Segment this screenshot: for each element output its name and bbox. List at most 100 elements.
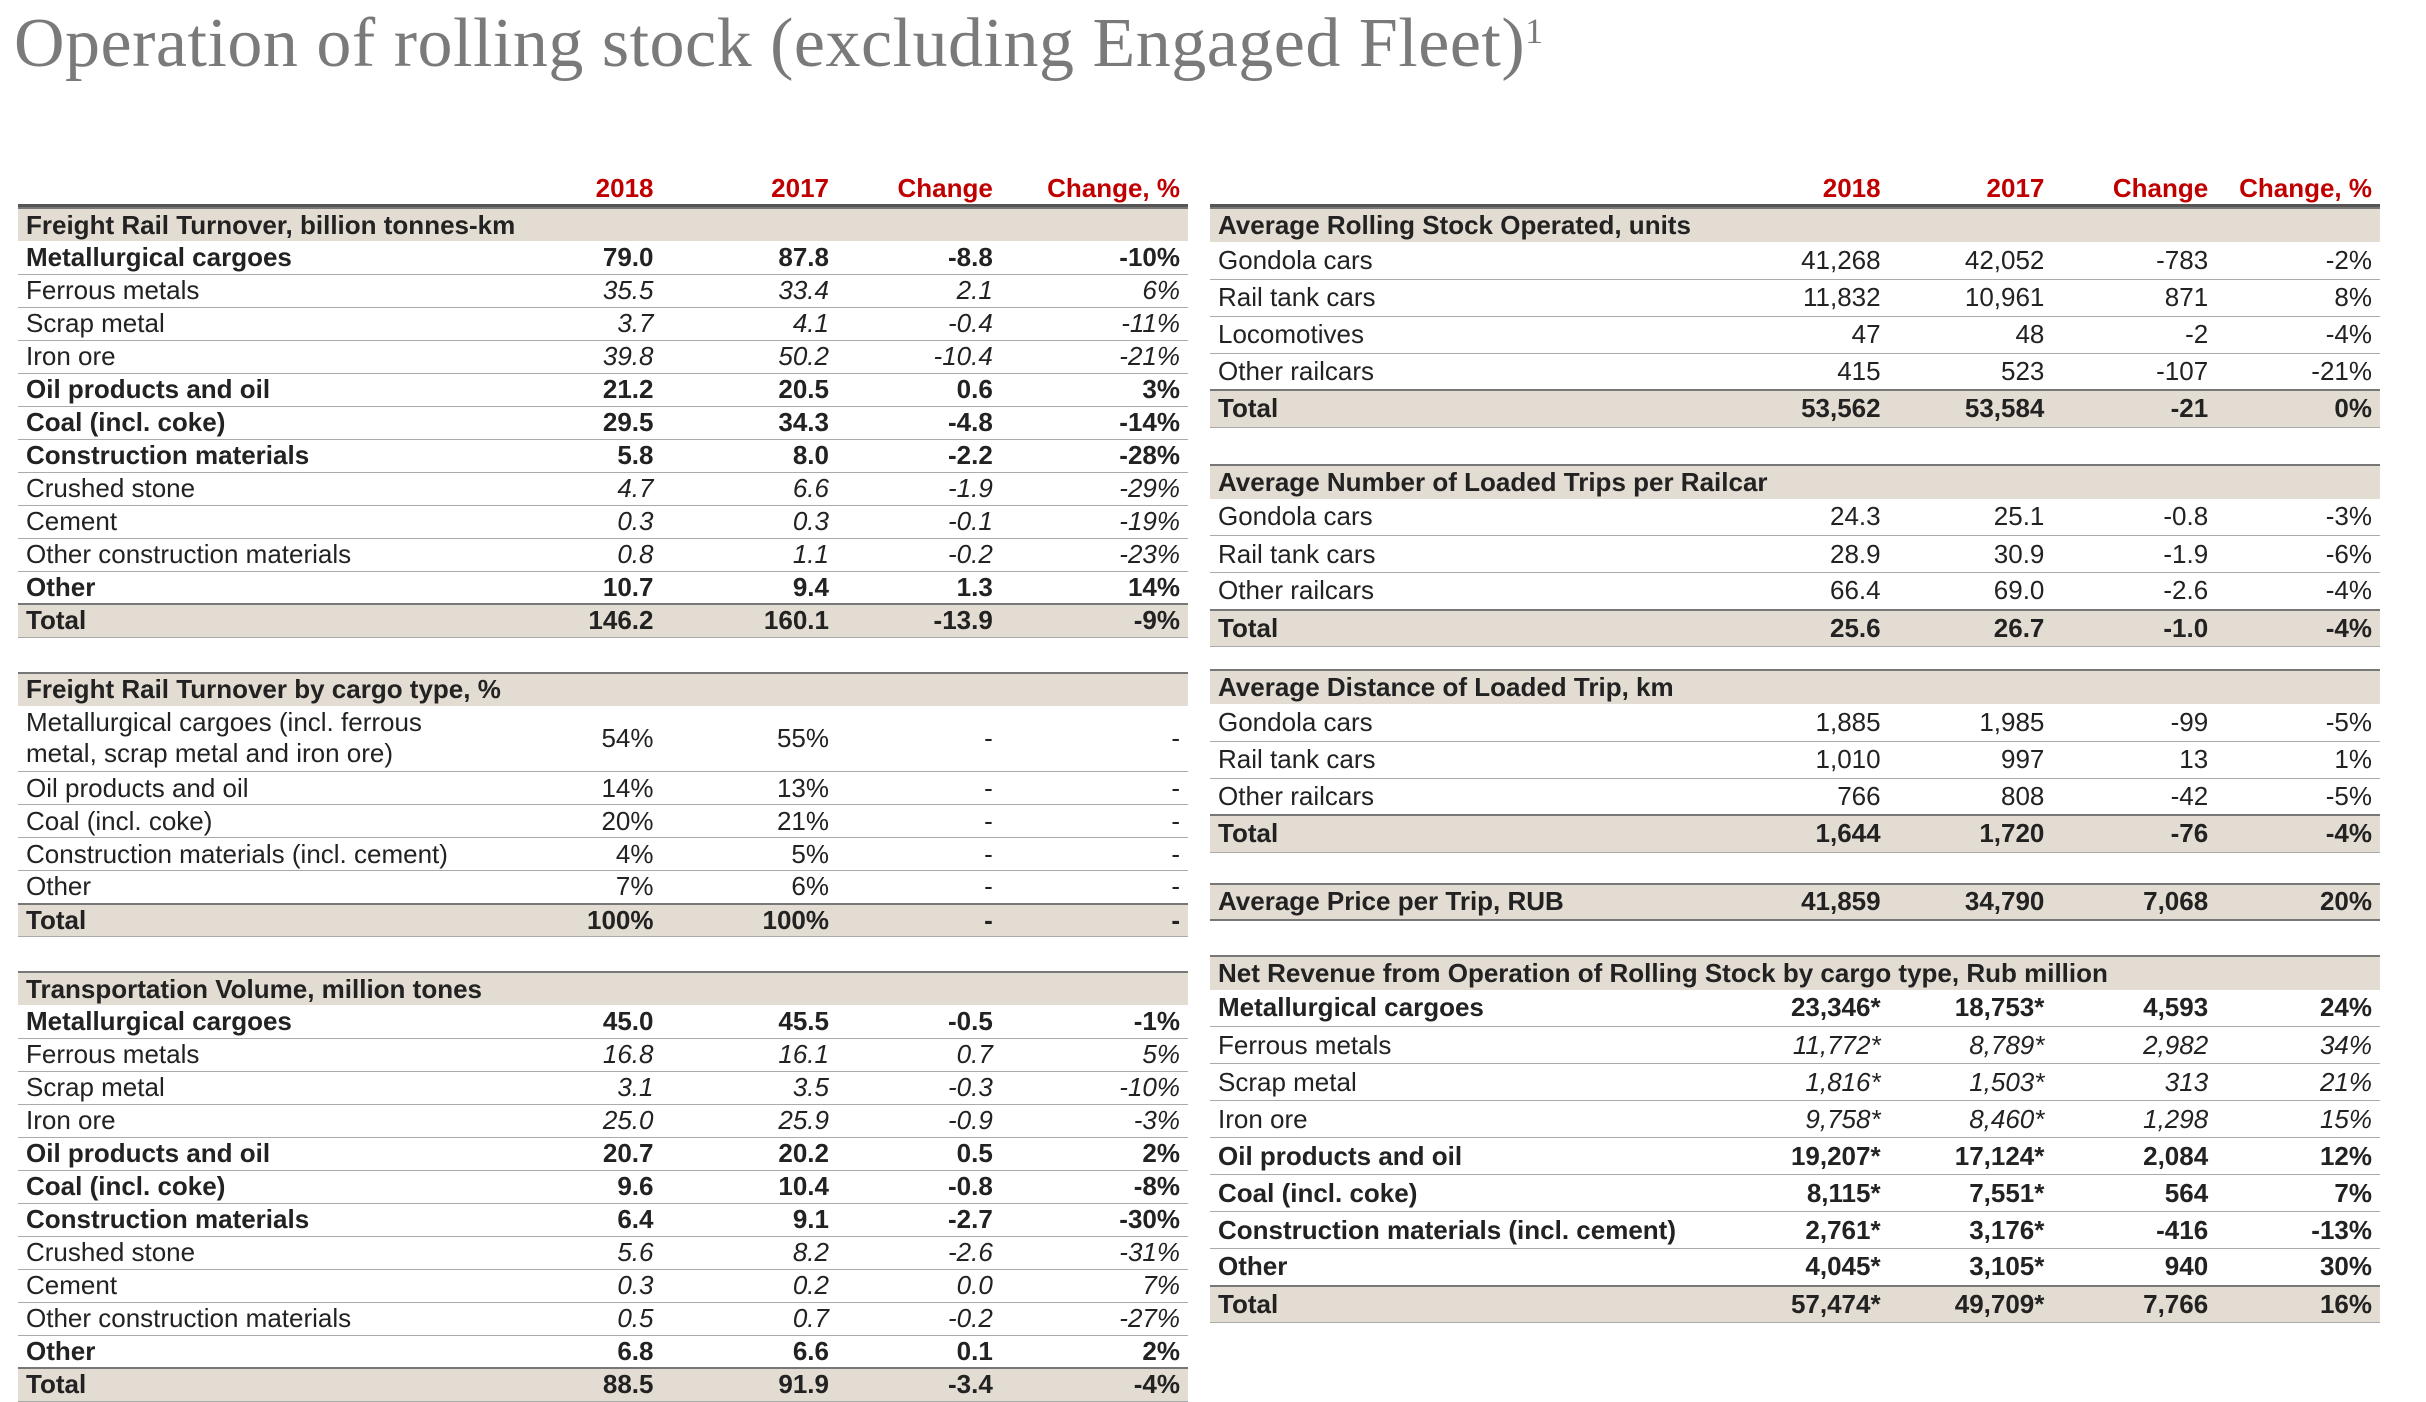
- row-value-3: -4%: [1000, 1367, 1188, 1402]
- row-value-3: -9%: [1000, 603, 1188, 638]
- row-value-1: 0.3: [661, 505, 837, 539]
- row-value-3: -: [1000, 804, 1188, 838]
- row-value-0: 20.7: [486, 1137, 662, 1171]
- table-row: Other 7% 6% - -: [18, 870, 1188, 904]
- row-value-2: -1.9: [837, 472, 1001, 506]
- row-label: Total: [18, 1367, 486, 1402]
- row-value-1: 55%: [661, 705, 837, 772]
- row-value-0: 1,885: [1724, 704, 1889, 742]
- row-value-3: 2%: [1000, 1137, 1188, 1171]
- table-row: Coal (incl. coke) 9.6 10.4 -0.8 -8%: [18, 1170, 1188, 1204]
- row-value-0: 11,772*: [1724, 1026, 1889, 1064]
- table-row: Other 10.7 9.4 1.3 14%: [18, 571, 1188, 605]
- row-value-1: 8,460*: [1888, 1100, 2053, 1138]
- row-value-3: -8%: [1000, 1170, 1188, 1204]
- table-row: Other 4,045* 3,105* 940 30%: [1210, 1248, 2380, 1286]
- row-value-1: 26.7: [1888, 608, 2053, 647]
- page-title: Operation of rolling stock (excluding En…: [14, 4, 1544, 84]
- row-value-1: 42,052: [1888, 242, 2053, 280]
- row-value-0: 24.3: [1724, 498, 1889, 536]
- header-rule-cell: [18, 204, 1188, 208]
- row-value-1: 10.4: [661, 1170, 837, 1204]
- row-value-1: 10,961: [1888, 279, 2053, 317]
- row-value-0: 88.5: [486, 1367, 662, 1402]
- row-value-0: 0.3: [486, 505, 662, 539]
- row-value-2: -: [837, 705, 1001, 772]
- row-label: Coal (incl. coke): [18, 406, 486, 440]
- row-value-0: 100%: [486, 902, 662, 937]
- row-value-1: 45.5: [661, 1005, 837, 1039]
- table-row: Total 53,562 53,584 -21 0%: [1210, 389, 2380, 428]
- row-value-0: 4.7: [486, 472, 662, 506]
- row-value-2: -: [837, 804, 1001, 838]
- row-value-2: -0.4: [837, 307, 1001, 341]
- column-header-0: 2018: [1822, 173, 1881, 203]
- row-value-1: 808: [1888, 778, 2053, 816]
- section-heading: Freight Rail Turnover by cargo type, %: [18, 671, 1188, 706]
- row-label: Crushed stone: [18, 472, 486, 506]
- row-label: Total: [18, 603, 486, 638]
- table-row: Construction materials 6.4 9.1 -2.7 -30%: [18, 1203, 1188, 1237]
- row-value-0: 14%: [486, 771, 662, 805]
- section-gap: [1210, 920, 2380, 956]
- row-value-2: -99: [2052, 704, 2217, 742]
- table-row: Gondola cars 1,885 1,985 -99 -5%: [1210, 704, 2380, 742]
- row-value-2: -21: [2052, 389, 2217, 428]
- row-value-2: 940: [2052, 1248, 2217, 1286]
- row-value-1: 5%: [661, 837, 837, 871]
- table-row: Total 57,474* 49,709* 7,766 16%: [1210, 1284, 2380, 1323]
- row-value-2: -42: [2052, 778, 2217, 816]
- table-row: Other construction materials 0.5 0.7 -0.2 -2…: [18, 1302, 1188, 1336]
- section-heading-text: Average Number of Loaded Trips per Railc…: [1210, 463, 2380, 499]
- table-row: Oil products and oil 21.2 20.5 0.6 3%: [18, 373, 1188, 407]
- row-label: Crushed stone: [18, 1236, 486, 1270]
- row-value-1: 13%: [661, 771, 837, 805]
- row-value-0: 5.8: [486, 439, 662, 473]
- row-value-0: 16.8: [486, 1038, 662, 1072]
- row-value-2: -: [837, 902, 1001, 937]
- column-header-row: 2018 2017 Change Change, %: [18, 172, 1188, 206]
- table-row: Metallurgical cargoes (incl. ferrous met…: [18, 705, 1188, 772]
- table-row: Rail tank cars 1,010 997 13 1%: [1210, 741, 2380, 779]
- row-value-0: 7%: [486, 870, 662, 904]
- row-value-3: -6%: [2216, 535, 2380, 573]
- row-label: Total: [1210, 608, 1725, 647]
- title-text: Operation of rolling stock (excluding En…: [14, 5, 1526, 82]
- row-value-3: 7%: [1000, 1269, 1188, 1303]
- row-value-1: 18,753*: [1888, 989, 2053, 1027]
- row-label: Scrap metal: [18, 307, 486, 341]
- row-value-3: -4%: [2216, 608, 2380, 647]
- table-row: Iron ore 9,758* 8,460* 1,298 15%: [1210, 1100, 2380, 1138]
- row-value-2: -1.0: [2052, 608, 2217, 647]
- header-rule: [18, 204, 1188, 208]
- table-row: Ferrous metals 11,772* 8,789* 2,982 34%: [1210, 1026, 2380, 1064]
- table-row: Total 146.2 160.1 -13.9 -9%: [18, 603, 1188, 638]
- row-label: Oil products and oil: [1210, 1137, 1725, 1175]
- table-row: Total 88.5 91.9 -3.4 -4%: [18, 1367, 1188, 1402]
- row-label: Construction materials: [18, 1203, 486, 1237]
- section-gap: [1210, 647, 2380, 671]
- row-value-0: 1,010: [1724, 741, 1889, 779]
- table-row: Scrap metal 1,816* 1,503* 313 21%: [1210, 1063, 2380, 1101]
- row-value-3: 16%: [2216, 1284, 2380, 1323]
- row-value-2: -783: [2052, 242, 2217, 280]
- row-label: Construction materials (incl. cement): [18, 837, 486, 871]
- row-label: Total: [18, 902, 486, 937]
- row-value-3: 30%: [2216, 1248, 2380, 1286]
- table-row: Total 100% 100% - -: [18, 902, 1188, 937]
- row-value-2: 1.3: [837, 571, 1001, 605]
- row-value-1: 34.3: [661, 406, 837, 440]
- row-label: Average Price per Trip, RUB: [1210, 882, 1725, 921]
- header-rule-cell: [1210, 204, 2380, 208]
- row-value-0: 766: [1724, 778, 1889, 816]
- table-row: Other railcars 415 523 -107 -21%: [1210, 353, 2380, 391]
- row-value-2: -76: [2052, 814, 2217, 853]
- row-value-2: -0.3: [837, 1071, 1001, 1105]
- row-value-1: 48: [1888, 316, 2053, 354]
- row-label: Total: [1210, 1284, 1725, 1323]
- row-label: Other railcars: [1210, 778, 1725, 816]
- row-value-2: -2.7: [837, 1203, 1001, 1237]
- row-value-0: 54%: [486, 705, 662, 772]
- row-value-2: 564: [2052, 1174, 2217, 1212]
- row-value-1: 87.8: [661, 241, 837, 275]
